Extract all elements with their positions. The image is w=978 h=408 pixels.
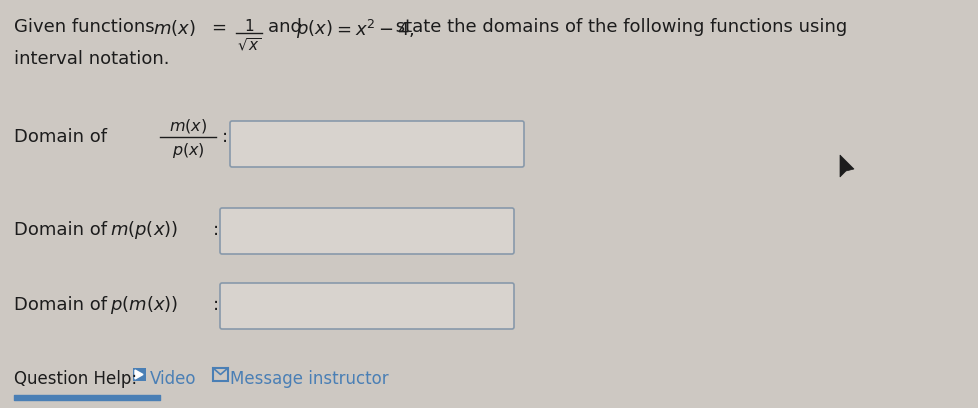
Text: $m(x)$: $m(x)$ <box>153 18 196 38</box>
Text: and: and <box>268 18 307 36</box>
Text: Video: Video <box>150 370 197 388</box>
Text: $=$: $=$ <box>207 18 226 36</box>
Text: Domain of: Domain of <box>14 296 118 314</box>
Text: $m(p(x))$: $m(p(x))$ <box>110 219 178 241</box>
Text: :: : <box>213 221 219 239</box>
Text: 1: 1 <box>244 19 253 34</box>
FancyBboxPatch shape <box>220 208 513 254</box>
Text: Message instructor: Message instructor <box>230 370 388 388</box>
Text: Domain of: Domain of <box>14 221 118 239</box>
Text: $p(x)$: $p(x)$ <box>295 18 333 40</box>
Text: :: : <box>213 296 219 314</box>
FancyBboxPatch shape <box>133 368 146 381</box>
Text: $m(x)$: $m(x)$ <box>169 117 207 135</box>
Text: $\sqrt{x}$: $\sqrt{x}$ <box>237 36 261 53</box>
Text: $p(x)$: $p(x)$ <box>171 141 204 160</box>
Text: $p(m(x))$: $p(m(x))$ <box>110 294 178 316</box>
Text: Domain of: Domain of <box>14 128 107 146</box>
FancyBboxPatch shape <box>230 121 523 167</box>
FancyBboxPatch shape <box>220 283 513 329</box>
Text: Question Help:: Question Help: <box>14 370 137 388</box>
Polygon shape <box>839 155 853 177</box>
Text: Given functions: Given functions <box>14 18 160 36</box>
Text: $= x^2 - 4,$: $= x^2 - 4,$ <box>333 18 415 40</box>
Polygon shape <box>135 370 143 379</box>
Text: interval notation.: interval notation. <box>14 50 169 68</box>
Text: state the domains of the following functions using: state the domains of the following funct… <box>389 18 846 36</box>
Text: :: : <box>222 128 228 146</box>
